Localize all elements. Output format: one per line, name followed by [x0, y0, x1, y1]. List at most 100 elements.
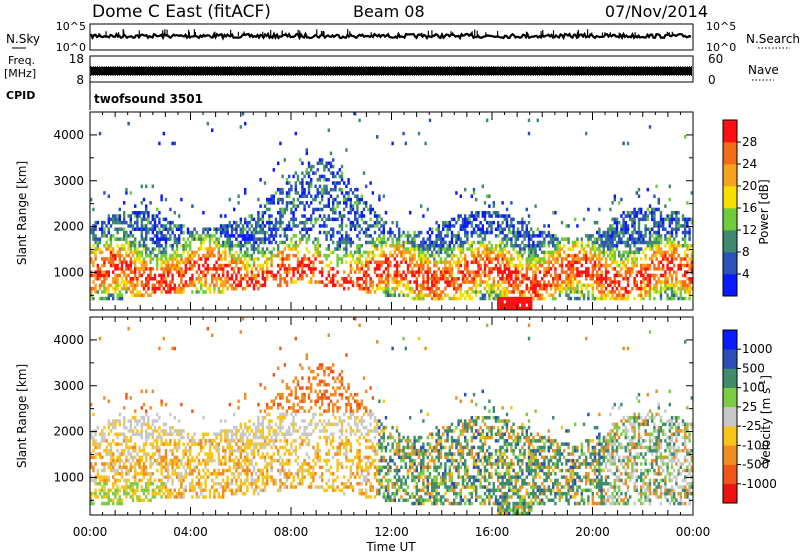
velocity-cell	[103, 462, 106, 466]
power-cell	[688, 230, 691, 235]
power-cell	[444, 267, 447, 271]
velocity-cell	[160, 439, 163, 443]
power-cell	[277, 161, 280, 165]
power-cell	[332, 181, 335, 185]
power-cell	[534, 250, 537, 255]
power-cell	[521, 273, 524, 278]
power-cell	[233, 253, 236, 258]
power-cell	[607, 240, 610, 245]
velocity-cell	[160, 462, 163, 466]
power-cell	[224, 283, 227, 288]
power-cell	[125, 253, 128, 258]
velocity-cell	[118, 422, 121, 427]
power-cell	[219, 263, 223, 268]
power-cell	[325, 217, 328, 222]
power-cell	[587, 257, 590, 261]
power-cell	[290, 240, 293, 245]
power-cell	[642, 237, 645, 241]
power-cell	[226, 280, 229, 284]
power-cell	[325, 247, 328, 251]
power-cell	[516, 253, 520, 258]
power-cell	[391, 253, 394, 258]
power-cell	[532, 290, 535, 294]
power-cell	[640, 270, 643, 274]
power-cell	[670, 217, 674, 222]
power-cell	[134, 273, 137, 278]
power-cell	[413, 280, 416, 284]
power-cell	[175, 260, 179, 264]
power-cell	[314, 194, 317, 198]
power-cell	[611, 201, 614, 205]
power-cell	[206, 121, 209, 126]
power-cell	[316, 253, 319, 258]
velocity-cell	[140, 432, 143, 436]
power-cell	[629, 290, 632, 294]
power-cell	[310, 181, 313, 185]
power-cell	[107, 194, 110, 198]
power-cell	[318, 280, 322, 284]
power-cell	[587, 234, 590, 238]
power-cell	[587, 237, 590, 241]
power-cell	[351, 267, 355, 271]
power-cell	[226, 240, 229, 245]
power-cell	[477, 214, 480, 218]
power-cell	[338, 283, 341, 288]
power-cell	[479, 267, 482, 271]
power-cell	[299, 277, 302, 281]
power-cell	[547, 293, 550, 297]
power-cell	[453, 293, 456, 297]
power-cell	[604, 230, 608, 235]
power-cell	[138, 211, 141, 215]
power-cell	[312, 164, 315, 169]
y-tick-label: 2000	[53, 220, 84, 234]
power-cell	[292, 197, 295, 202]
power-cell	[252, 286, 256, 291]
power-cell	[510, 277, 513, 281]
power-cell	[556, 257, 559, 261]
power-cell	[136, 224, 139, 228]
velocity-cell	[138, 419, 141, 423]
power-cell	[202, 240, 205, 245]
power-cell	[640, 234, 643, 238]
power-cell	[252, 283, 256, 288]
power-cell	[516, 237, 520, 241]
power-cell	[611, 247, 614, 251]
power-cell	[378, 227, 381, 231]
power-cell	[356, 250, 359, 255]
power-cell	[435, 293, 438, 297]
velocity-cell	[175, 491, 179, 496]
velocity-cell	[164, 439, 168, 443]
power-cell	[615, 286, 619, 291]
power-cell	[98, 247, 102, 251]
power-cell	[96, 237, 99, 241]
power-cell	[664, 280, 667, 284]
power-cell	[600, 263, 603, 268]
power-cell	[356, 211, 359, 215]
power-cell	[202, 227, 205, 231]
velocity-cell	[101, 439, 104, 443]
power-cell	[195, 260, 198, 264]
power-cell	[618, 263, 621, 268]
power-cell	[376, 237, 379, 241]
power-cell	[545, 290, 548, 294]
power-cell	[149, 273, 152, 278]
power-cell	[391, 293, 394, 297]
power-cell	[503, 247, 506, 251]
power-cell	[516, 250, 520, 255]
power-cell	[402, 250, 405, 255]
power-cell	[274, 234, 278, 238]
power-cell	[129, 263, 132, 268]
power-cell	[244, 227, 247, 231]
velocity-cell	[123, 419, 126, 423]
power-cell	[461, 247, 465, 251]
power-cell	[681, 230, 685, 235]
power-cell	[259, 263, 262, 268]
power-cell	[277, 283, 280, 288]
power-cell	[235, 260, 238, 264]
power-cell	[615, 220, 619, 225]
power-cell	[224, 280, 227, 284]
velocity-cell	[109, 465, 113, 469]
power-cell	[483, 293, 487, 297]
power-cell	[345, 234, 348, 238]
velocity-cell	[169, 429, 172, 433]
